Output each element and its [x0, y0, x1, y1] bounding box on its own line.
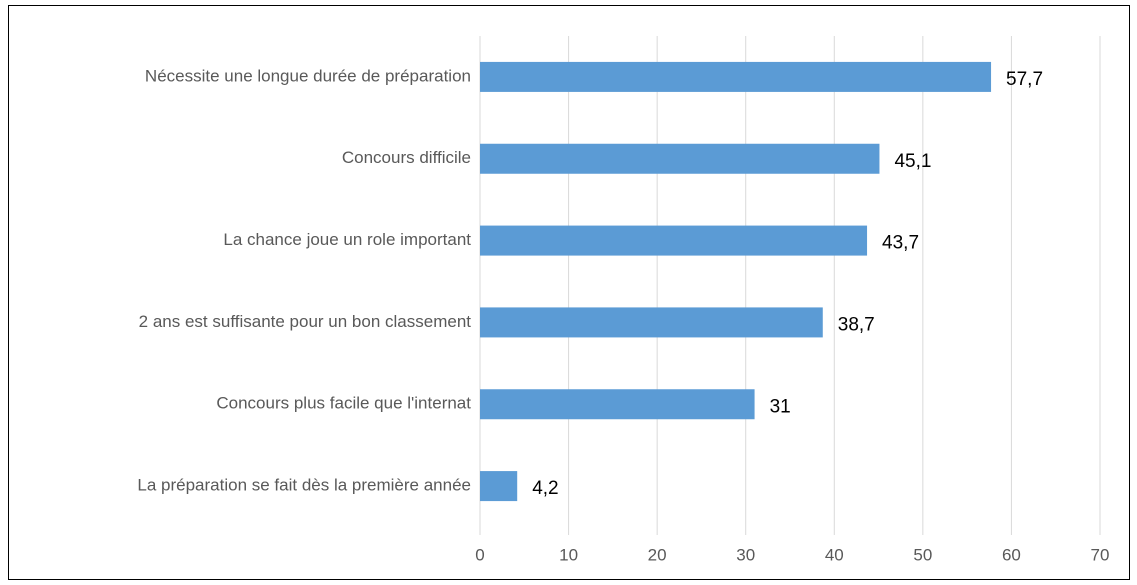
x-tick-label: 0 — [475, 545, 484, 564]
x-tick-label: 20 — [648, 545, 667, 564]
data-label: 45,1 — [894, 151, 931, 172]
data-label: 43,7 — [882, 233, 919, 254]
y-tick-label: La chance joue un role important — [223, 230, 471, 249]
bar — [480, 471, 518, 502]
bar — [480, 389, 755, 420]
x-tick-label: 30 — [736, 545, 755, 564]
y-tick-label: 2 ans est suffisante pour un bon classem… — [139, 312, 472, 331]
x-tick-label: 60 — [1002, 545, 1021, 564]
y-tick-label: Concours difficile — [342, 148, 471, 167]
data-label: 4,2 — [532, 478, 558, 499]
x-tick-label: 50 — [913, 545, 932, 564]
bar — [480, 143, 880, 174]
y-tick-label: La préparation se fait dès la première a… — [137, 476, 471, 495]
y-tick-label: Nécessite une longue durée de préparatio… — [145, 66, 471, 85]
bar — [480, 225, 868, 256]
x-tick-label: 10 — [559, 545, 578, 564]
x-tick-label: 70 — [1091, 545, 1110, 564]
data-label: 57,7 — [1006, 69, 1043, 90]
bar — [480, 61, 992, 92]
data-label: 31 — [770, 396, 791, 417]
x-tick-label: 40 — [825, 545, 844, 564]
y-tick-label: Concours plus facile que l'internat — [216, 394, 471, 413]
data-label: 38,7 — [838, 314, 875, 335]
bar — [480, 307, 823, 338]
